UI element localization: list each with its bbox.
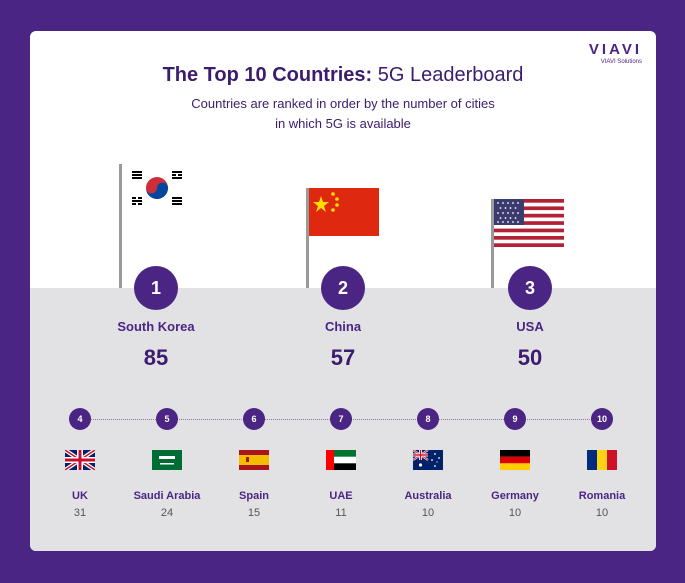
usa-flag-icon [494, 199, 564, 247]
city-count: 15 [247, 507, 261, 519]
south-korea-flag-icon [122, 164, 192, 212]
country-name: Germany [491, 490, 539, 502]
city-count: 31 [73, 507, 87, 519]
country-name: Romania [578, 490, 626, 502]
rank-badge: 3 [508, 266, 552, 310]
leaderboard-card: VIAVI VIAVI Solutions The Top 10 Countri… [30, 31, 656, 551]
subtitle: Countries are ranked in order by the num… [183, 94, 503, 134]
uk-flag-icon [65, 450, 95, 470]
spain-flag-icon [239, 450, 269, 470]
rank-badge: 4 [69, 408, 91, 430]
romania-flag-icon [587, 450, 617, 470]
city-count: 10 [421, 507, 435, 519]
viavi-logo: VIAVI VIAVI Solutions [589, 41, 642, 65]
rank-badge: 6 [243, 408, 265, 430]
country-name: Saudi Arabia [133, 490, 201, 502]
country-name: Australia [404, 490, 452, 502]
country-name: Spain [239, 490, 269, 502]
flag-pole [306, 188, 309, 288]
country-name: UAE [329, 490, 353, 502]
city-count: 57 [330, 345, 356, 370]
saudi-arabia-flag-icon [152, 450, 182, 470]
city-count: 11 [335, 507, 347, 519]
country-name: USA [516, 319, 544, 334]
city-count: 50 [517, 345, 543, 370]
city-count: 24 [160, 507, 174, 519]
rank-badge: 10 [591, 408, 613, 430]
country-name: China [324, 319, 362, 334]
subtitle-line-2: in which 5G is available [275, 116, 411, 131]
germany-flag-icon [500, 450, 530, 470]
rank-badge: 7 [330, 408, 352, 430]
australia-flag-icon [413, 450, 443, 470]
uae-flag-icon [326, 450, 356, 470]
city-count: 10 [595, 507, 609, 519]
logo-mark: VIAVI [588, 41, 642, 58]
title-light: 5G Leaderboard [377, 64, 524, 86]
country-name: South Korea [117, 319, 195, 334]
city-count: 10 [508, 507, 522, 519]
rank-badge: 9 [504, 408, 526, 430]
title-bold: The Top 10 Countries: [162, 64, 373, 86]
rank-badge: 1 [134, 266, 178, 310]
city-count: 85 [143, 345, 169, 370]
rank-badge: 8 [417, 408, 439, 430]
flag-pole [491, 199, 494, 288]
rank-badge: 5 [156, 408, 178, 430]
logo-tagline: VIAVI Solutions [600, 59, 642, 65]
rank-badge: 2 [321, 266, 365, 310]
country-name: UK [72, 490, 88, 502]
flag-pole [119, 164, 122, 288]
china-flag-icon [309, 188, 379, 236]
page-title: The Top 10 Countries: 5G Leaderboard [30, 64, 656, 87]
subtitle-line-1: Countries are ranked in order by the num… [191, 96, 495, 111]
